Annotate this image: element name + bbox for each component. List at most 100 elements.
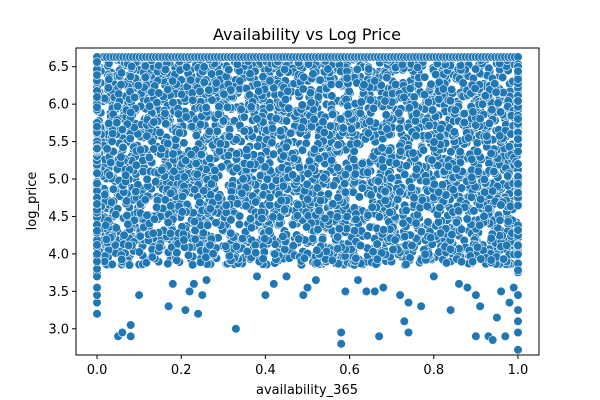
data-point	[246, 102, 256, 112]
data-point	[195, 197, 205, 208]
data-point	[419, 90, 430, 100]
data-point	[498, 72, 508, 82]
data-point	[447, 230, 457, 240]
data-point	[265, 76, 275, 86]
data-point	[160, 64, 171, 75]
data-point	[486, 255, 496, 265]
data-point	[327, 91, 337, 101]
data-point	[168, 149, 178, 159]
data-point	[333, 244, 343, 254]
data-point	[108, 184, 118, 194]
data-point	[377, 143, 387, 153]
data-point	[513, 188, 523, 198]
data-point	[365, 116, 375, 126]
y-tick-label: 5.5	[48, 135, 69, 150]
data-point	[181, 112, 191, 122]
data-point	[334, 224, 344, 234]
data-point	[163, 259, 173, 269]
data-point	[458, 78, 468, 88]
data-point	[513, 305, 523, 315]
data-point	[366, 190, 376, 200]
data-point	[133, 80, 143, 91]
data-point	[399, 316, 409, 326]
data-point	[467, 172, 477, 182]
data-point	[241, 201, 251, 211]
data-point	[484, 118, 495, 128]
data-point	[124, 240, 134, 250]
data-point	[201, 102, 211, 113]
data-point	[336, 327, 346, 338]
data-point	[319, 128, 329, 138]
data-point	[456, 257, 467, 267]
data-point	[278, 231, 288, 242]
data-point	[126, 107, 136, 118]
data-point	[449, 127, 459, 137]
data-point	[232, 163, 242, 173]
data-point	[314, 206, 324, 216]
data-point	[164, 301, 174, 311]
data-point	[340, 187, 351, 197]
data-point	[221, 200, 231, 210]
data-point	[92, 121, 102, 132]
data-point	[190, 185, 200, 195]
data-point	[288, 220, 298, 230]
data-point	[363, 167, 373, 177]
data-point	[429, 179, 439, 189]
data-point	[344, 86, 354, 96]
data-point	[503, 171, 513, 181]
data-point	[212, 126, 222, 136]
data-point	[152, 202, 162, 212]
data-point	[333, 163, 343, 173]
data-point	[174, 128, 185, 138]
data-point	[126, 71, 136, 82]
data-point	[231, 241, 241, 251]
y-axis-label: log_price	[25, 172, 40, 231]
data-point	[513, 240, 523, 250]
data-point	[477, 99, 488, 109]
data-point	[168, 279, 178, 289]
data-point	[429, 271, 439, 282]
data-point	[203, 220, 213, 230]
x-tick-label: 0.0	[87, 363, 108, 378]
data-point	[134, 247, 144, 257]
data-point	[435, 228, 446, 238]
data-point	[292, 211, 303, 221]
data-point	[513, 159, 523, 169]
data-point	[258, 254, 268, 264]
data-point	[316, 196, 326, 206]
data-point	[400, 169, 410, 179]
data-point	[235, 76, 245, 86]
data-point	[326, 121, 336, 131]
data-point	[92, 57, 102, 67]
data-point	[475, 220, 485, 230]
data-point	[367, 202, 377, 212]
data-point	[161, 119, 171, 129]
data-point	[102, 144, 112, 154]
data-point	[179, 172, 189, 182]
data-point	[309, 114, 319, 124]
data-point	[187, 121, 197, 132]
data-point	[463, 133, 474, 143]
data-point	[190, 234, 200, 244]
data-point	[117, 125, 127, 135]
data-point	[257, 214, 267, 224]
data-point	[333, 232, 343, 242]
data-point	[233, 199, 243, 209]
data-point	[363, 128, 373, 138]
data-point	[489, 167, 499, 177]
data-point	[177, 207, 187, 217]
data-point	[356, 97, 366, 107]
data-point	[183, 250, 194, 260]
data-point	[236, 104, 246, 114]
data-point	[475, 114, 485, 124]
data-point	[129, 92, 140, 102]
data-point	[278, 181, 289, 191]
data-point	[101, 234, 111, 244]
data-point	[350, 226, 360, 236]
data-point	[412, 164, 422, 174]
data-point	[147, 252, 157, 262]
y-tick-label: 3.5	[48, 285, 69, 300]
data-point	[276, 126, 286, 136]
data-point	[204, 85, 214, 95]
data-point	[122, 196, 132, 206]
